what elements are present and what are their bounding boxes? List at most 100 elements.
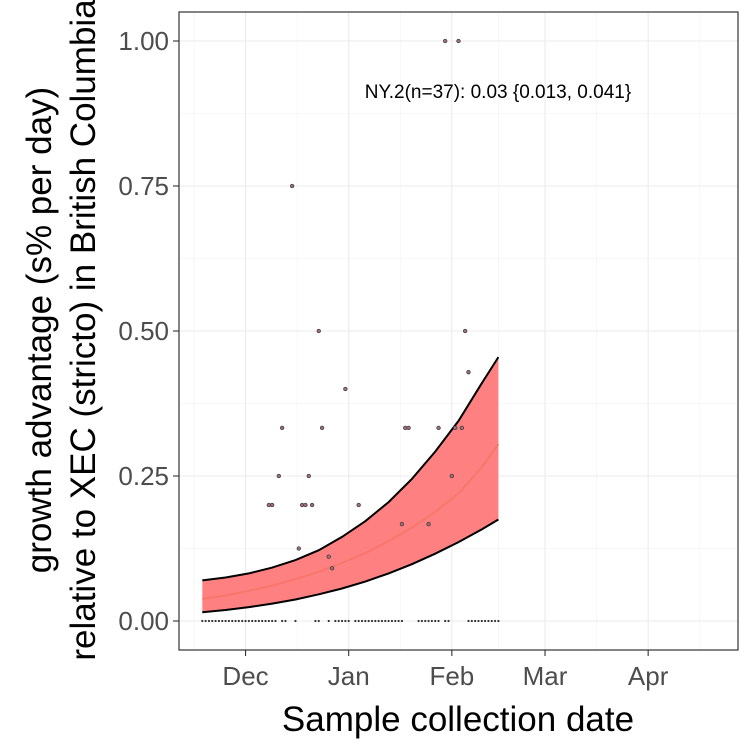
zero-data-point <box>480 619 483 623</box>
zero-data-point <box>340 619 344 623</box>
x-tick-label: Mar <box>523 661 568 691</box>
zero-data-point <box>347 619 350 623</box>
confidence-ribbon <box>202 357 499 613</box>
zero-data-point <box>217 619 221 623</box>
data-point <box>270 502 275 508</box>
data-point <box>449 473 454 479</box>
x-axis-ticks: Dec Jan Feb Mar Apr <box>222 650 669 691</box>
zero-data-point <box>360 619 364 623</box>
y-axis-title-line1: growth advantage (s% per day) <box>20 87 59 573</box>
zero-data-point <box>467 619 470 623</box>
data-point <box>289 183 295 189</box>
zero-data-point <box>231 619 234 623</box>
zero-data-point <box>221 619 224 623</box>
data-points-layer <box>201 38 500 623</box>
zero-data-point <box>234 619 237 623</box>
data-point <box>343 386 348 392</box>
zero-data-point <box>394 619 397 623</box>
data-point <box>306 473 311 479</box>
zero-data-point <box>317 619 320 623</box>
zero-data-point <box>271 619 274 623</box>
zero-data-point <box>384 619 387 623</box>
zero-data-point <box>237 619 240 623</box>
zero-data-point <box>490 619 493 623</box>
zero-data-point <box>380 619 384 623</box>
zero-data-point <box>207 619 211 623</box>
zero-data-point <box>364 619 367 623</box>
zero-data-point <box>390 619 394 623</box>
zero-data-point <box>281 619 284 623</box>
zero-data-point <box>344 619 347 623</box>
zero-data-point <box>447 619 450 623</box>
data-point <box>316 328 321 334</box>
lower-bound-line <box>202 518 499 614</box>
data-point <box>279 425 285 431</box>
zero-data-point <box>211 619 214 623</box>
data-point <box>459 425 464 431</box>
zero-data-point <box>251 619 254 623</box>
zero-data-point <box>227 619 231 623</box>
zero-data-point <box>494 619 497 623</box>
y-tick-label: 0.00 <box>118 606 169 636</box>
zero-data-point <box>294 619 297 623</box>
zero-data-point <box>420 619 423 623</box>
data-point <box>329 566 335 571</box>
zero-data-point <box>247 619 250 623</box>
zero-data-point <box>257 619 260 623</box>
x-tick-label: Feb <box>429 661 474 691</box>
zero-data-point <box>397 619 400 623</box>
data-point <box>309 502 315 508</box>
y-tick-label: 0.50 <box>118 316 169 346</box>
zero-data-point <box>497 619 500 623</box>
zero-data-point <box>484 619 487 623</box>
y-axis-ticks: 0.00 0.25 0.50 0.75 1.00 <box>118 26 179 636</box>
data-point <box>443 38 448 44</box>
zero-data-point <box>334 619 337 623</box>
zero-data-point <box>377 619 380 623</box>
zero-data-point <box>264 619 267 623</box>
estimate-annotation: NY.2(n=37): 0.03 {0.013, 0.041} <box>365 82 631 103</box>
data-point <box>456 38 461 44</box>
zero-data-point <box>354 619 357 623</box>
data-point <box>399 521 405 527</box>
y-tick-label: 0.25 <box>118 461 169 491</box>
zero-data-point <box>437 619 440 623</box>
zero-data-point <box>434 619 437 623</box>
data-point <box>296 546 301 551</box>
zero-data-point <box>337 619 340 623</box>
data-point <box>276 473 281 479</box>
zero-data-point <box>417 619 420 623</box>
data-point <box>356 502 361 508</box>
major-gridlines <box>179 12 738 650</box>
zero-data-point <box>370 619 374 623</box>
zero-data-point <box>430 619 433 623</box>
data-point <box>406 425 411 431</box>
zero-data-point <box>214 619 217 623</box>
zero-data-point <box>387 619 390 623</box>
x-axis-title: Sample collection date <box>282 700 634 739</box>
data-point <box>466 370 471 375</box>
zero-data-point <box>474 619 477 623</box>
y-tick-label: 1.00 <box>118 26 169 56</box>
zero-data-point <box>470 619 473 623</box>
zero-data-point <box>274 619 277 623</box>
y-axis-title-line2: relative to XEC (stricto) in British Col… <box>64 0 103 661</box>
zero-data-point <box>424 619 427 623</box>
zero-data-point <box>314 619 317 623</box>
zero-data-point <box>261 619 264 623</box>
data-point <box>319 425 325 431</box>
data-point <box>463 328 468 334</box>
zero-data-point <box>267 619 270 623</box>
zero-data-point <box>477 619 480 623</box>
data-point <box>303 502 308 508</box>
x-tick-label: Apr <box>628 661 669 691</box>
zero-data-point <box>254 619 257 623</box>
zero-data-point <box>284 619 287 623</box>
zero-data-point <box>201 619 204 623</box>
zero-data-point <box>241 619 244 623</box>
zero-data-point <box>357 619 360 623</box>
data-point <box>436 425 441 431</box>
x-tick-label: Jan <box>328 661 370 691</box>
data-point <box>426 521 431 527</box>
